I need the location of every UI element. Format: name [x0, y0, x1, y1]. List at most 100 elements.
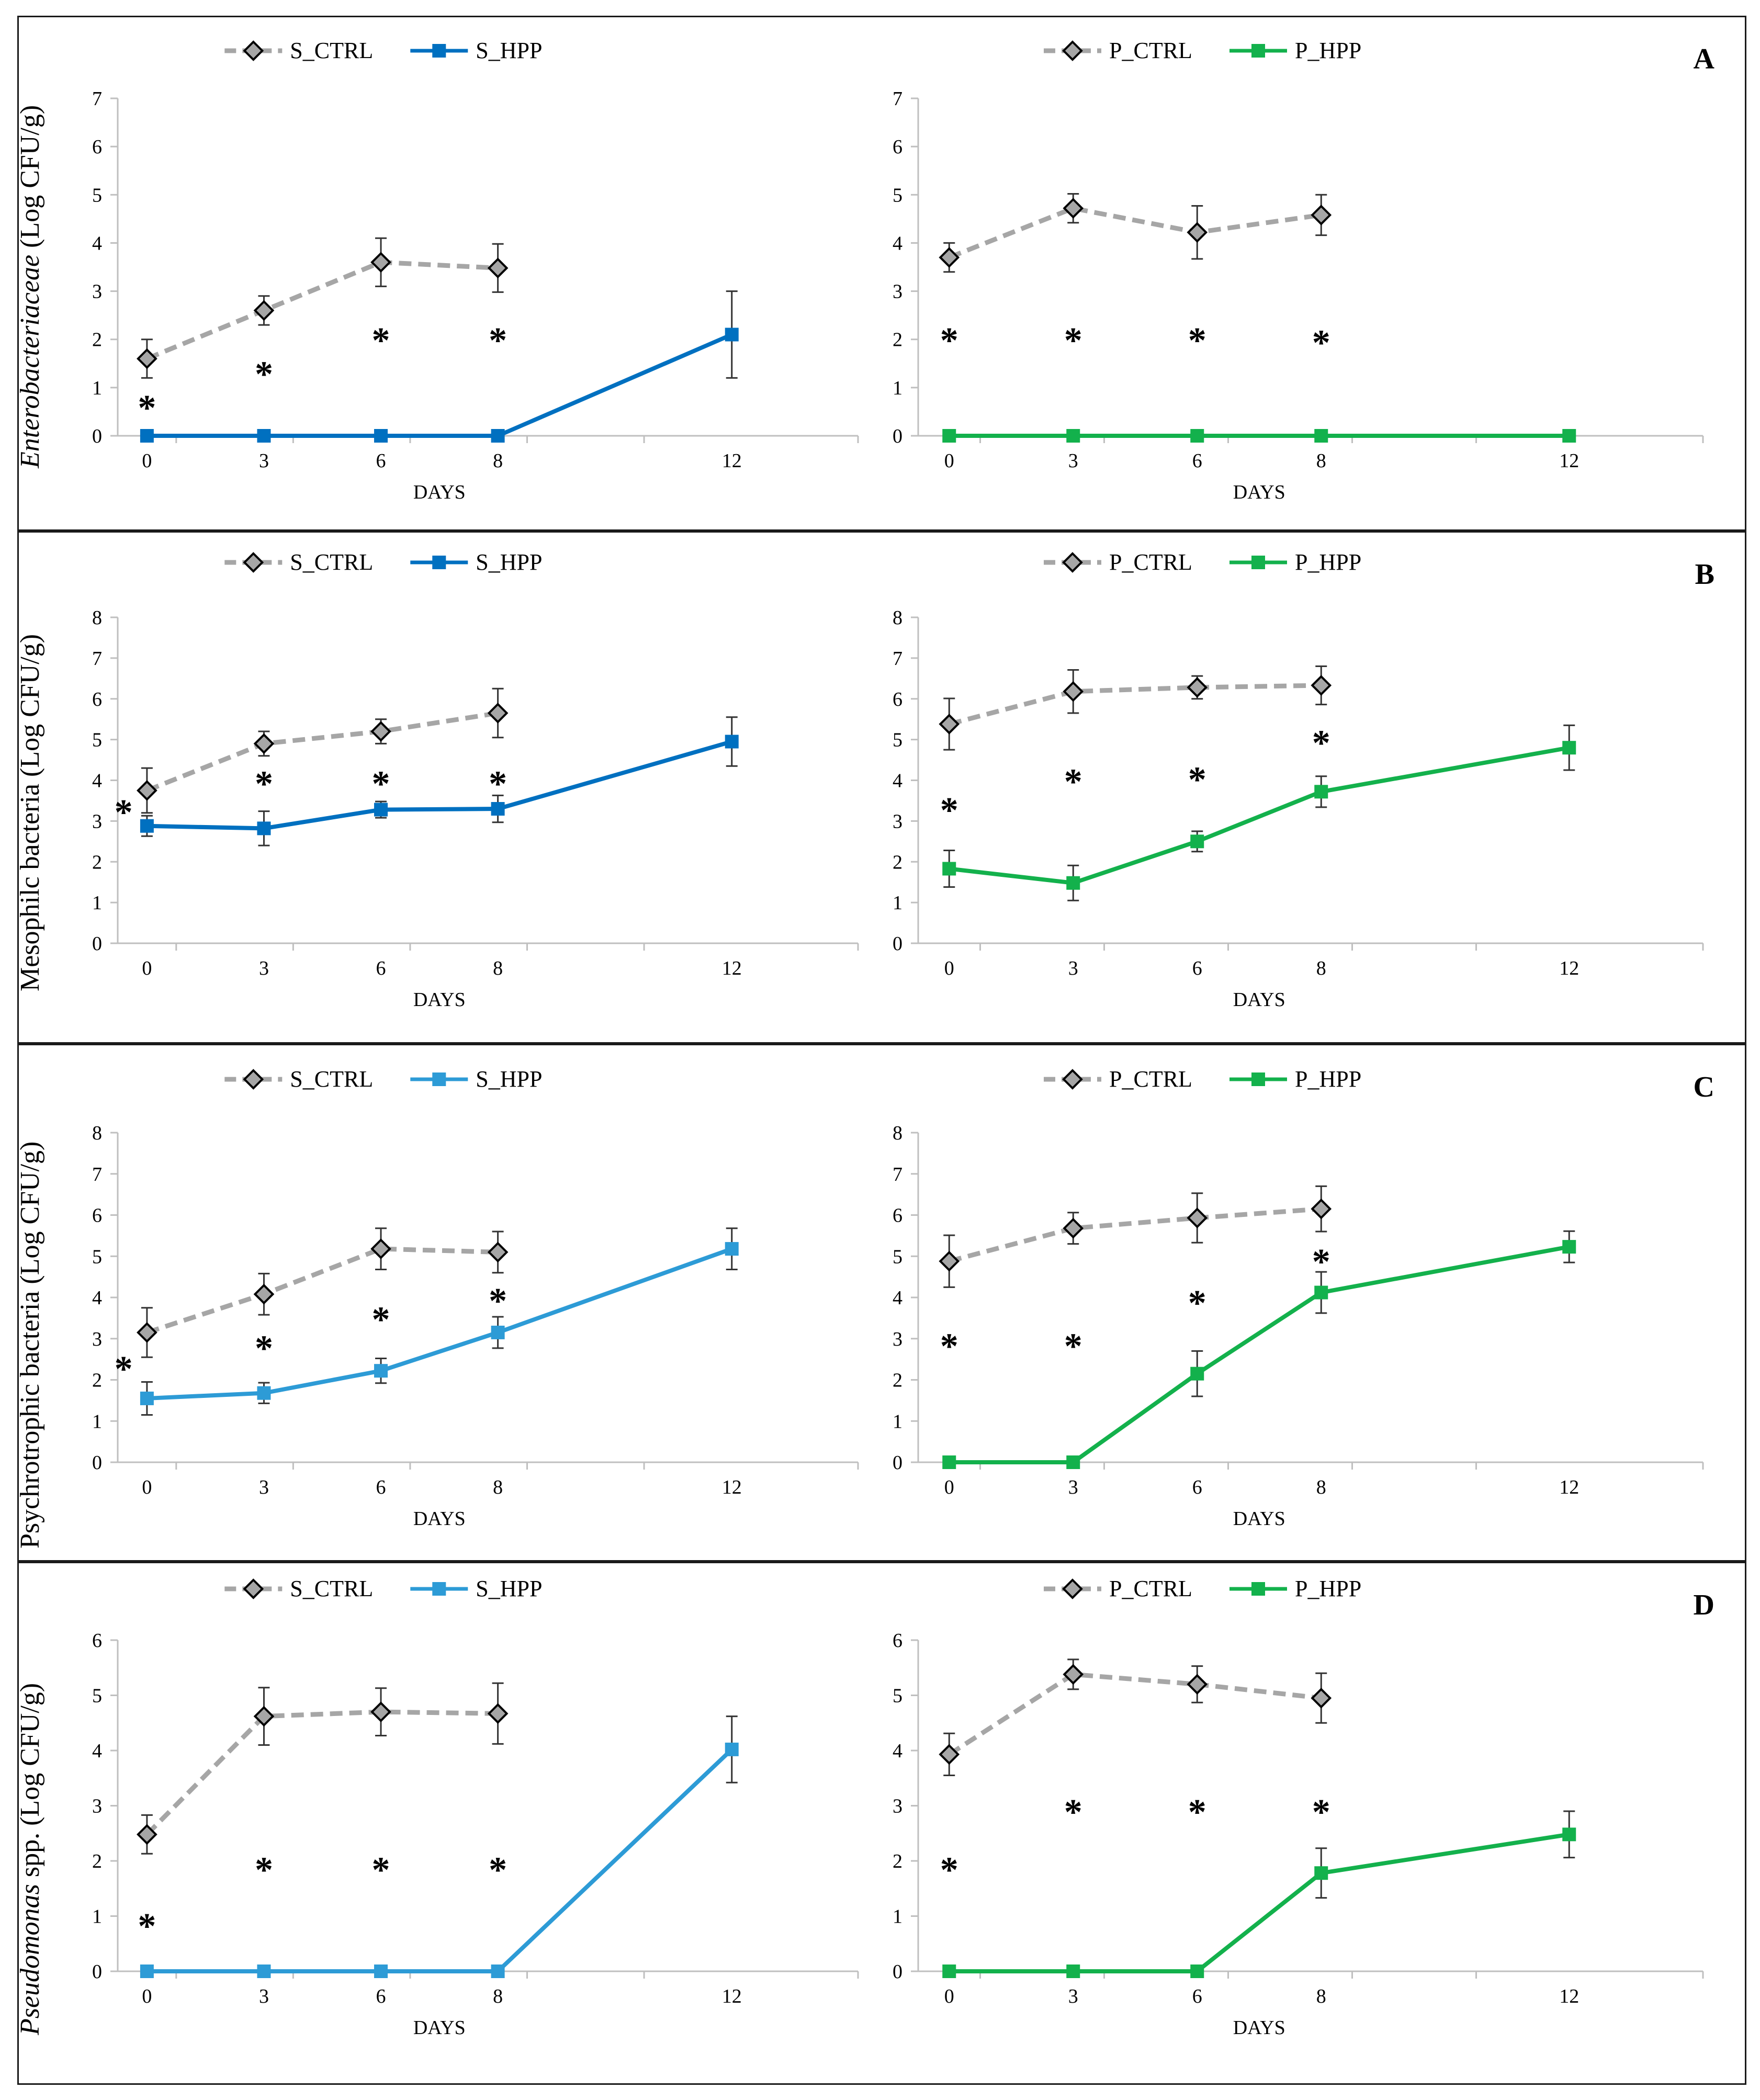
- x-tick-label: 3: [1068, 957, 1078, 979]
- data-point: [257, 821, 271, 836]
- data-point: [1190, 429, 1204, 443]
- legend-marker: [1251, 1582, 1265, 1596]
- data-point: [1311, 1198, 1332, 1220]
- data-point: [253, 1283, 275, 1305]
- legend-label: P_CTRL: [1109, 549, 1192, 575]
- x-tick-label: 0: [142, 1476, 152, 1498]
- x-tick-label: 3: [1068, 1985, 1078, 2007]
- data-point: [1311, 1687, 1332, 1709]
- significance-star: *: [255, 764, 273, 805]
- panel-c: C: [17, 1044, 1746, 1562]
- legend-marker: [1062, 1578, 1083, 1599]
- data-point: [257, 429, 271, 443]
- panel-a: A: [17, 16, 1746, 531]
- y-tick-label: 1: [893, 892, 902, 914]
- y-tick-label: 4: [893, 232, 902, 254]
- data-point: [140, 1391, 154, 1405]
- panel-d: D: [17, 1562, 1746, 2085]
- series-line: [145, 1709, 498, 1836]
- y-tick-label: 4: [893, 1287, 902, 1309]
- x-tick-label: 12: [1559, 957, 1579, 979]
- data-point: [491, 1964, 505, 1978]
- data-point: [942, 1455, 956, 1469]
- y-tick-label: 4: [92, 1740, 102, 1762]
- data-point: [140, 819, 154, 833]
- significance-star: *: [372, 321, 390, 361]
- data-point: [1063, 681, 1084, 702]
- y-tick-label: 2: [92, 1370, 102, 1392]
- x-tick-label: 6: [1192, 1985, 1202, 2007]
- data-point: [140, 1964, 154, 1978]
- y-tick-label: 1: [92, 1906, 102, 1928]
- significance-star: *: [255, 1329, 273, 1369]
- series-line: [949, 1245, 1570, 1464]
- legend-marker: [1251, 556, 1265, 569]
- x-axis-label: DAYS: [1233, 481, 1285, 503]
- y-tick-label: 7: [92, 1164, 102, 1186]
- legend-label: S_HPP: [476, 38, 542, 63]
- series-line: [948, 206, 1322, 260]
- data-point: [137, 1824, 157, 1845]
- x-tick-label: 8: [1316, 957, 1326, 979]
- significance-star: *: [1188, 760, 1206, 800]
- y-tick-label: 4: [92, 232, 102, 254]
- x-tick-label: 12: [1559, 1985, 1579, 2007]
- panel-letter-c: C: [1693, 1071, 1714, 1103]
- data-point: [1190, 834, 1204, 849]
- data-point: [1562, 741, 1576, 755]
- data-point: [137, 348, 157, 369]
- y-tick-label: 6: [92, 136, 102, 158]
- x-tick-label: 12: [722, 450, 742, 472]
- x-axis-label: DAYS: [1233, 2017, 1285, 2039]
- data-point: [1562, 1827, 1576, 1842]
- y-tick-label: 3: [893, 810, 902, 832]
- data-point: [487, 1241, 509, 1263]
- data-point: [1187, 1207, 1208, 1228]
- significance-star: *: [115, 1349, 133, 1390]
- data-point: [939, 714, 960, 735]
- x-axis-label: DAYS: [1233, 1508, 1285, 1530]
- significance-star: *: [1312, 1242, 1330, 1282]
- significance-star: *: [1188, 1283, 1206, 1324]
- legend-marker: [243, 1069, 264, 1090]
- x-tick-label: 3: [259, 957, 269, 979]
- data-point: [1190, 1367, 1204, 1381]
- x-tick-label: 8: [493, 1985, 503, 2007]
- data-point: [939, 1744, 960, 1765]
- y-tick-label: 1: [92, 892, 102, 914]
- data-point: [1066, 429, 1080, 443]
- data-point: [1066, 876, 1080, 890]
- data-point: [370, 1701, 391, 1722]
- data-point: [939, 247, 960, 268]
- x-axis-label: DAYS: [413, 989, 466, 1011]
- y-tick-label: 0: [893, 1961, 902, 1983]
- x-tick-label: 3: [259, 1985, 269, 2007]
- y-tick-label: 6: [893, 688, 902, 710]
- legend-marker: [1251, 1072, 1265, 1086]
- data-point: [939, 1250, 960, 1272]
- y-tick-label: 8: [893, 607, 902, 629]
- series-line: [146, 1247, 733, 1401]
- x-tick-label: 12: [1559, 450, 1579, 472]
- panel-letter-d: D: [1693, 1589, 1714, 1621]
- x-tick-label: 12: [722, 957, 742, 979]
- data-point: [1190, 1964, 1204, 1978]
- legend-label: S_CTRL: [290, 38, 373, 63]
- y-tick-label: 1: [893, 377, 902, 399]
- y-tick-label: 3: [893, 1328, 902, 1350]
- legend-marker: [243, 552, 264, 573]
- legend-marker: [432, 1072, 446, 1086]
- series-line: [949, 1832, 1570, 1973]
- y-tick-label: 6: [92, 688, 102, 710]
- panel-letter-a: A: [1693, 43, 1714, 75]
- legend-label: P_HPP: [1295, 549, 1361, 575]
- y-tick-label: 6: [92, 1630, 102, 1652]
- significance-star: *: [255, 355, 273, 395]
- legend-label: S_HPP: [476, 1576, 542, 1601]
- data-point: [1311, 675, 1332, 696]
- y-tick-label: 5: [92, 729, 102, 751]
- significance-star: *: [1064, 321, 1082, 361]
- y-tick-label: 8: [92, 607, 102, 629]
- significance-star: *: [115, 793, 133, 833]
